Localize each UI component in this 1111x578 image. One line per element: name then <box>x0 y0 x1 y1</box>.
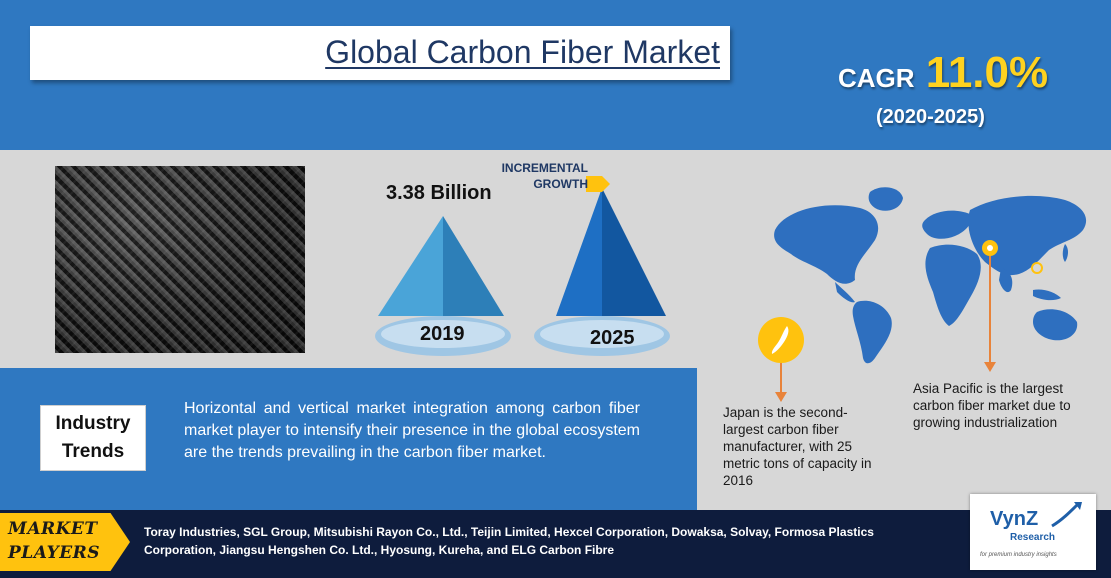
market-players-line1: MARKET <box>8 519 98 539</box>
label-2025: 2025 <box>590 327 635 349</box>
players-bar <box>0 510 1111 578</box>
pyramid-2025-right <box>602 188 666 316</box>
cagr-value: 11.0% <box>925 48 1049 97</box>
incremental-line2: GROWTH <box>533 177 588 191</box>
value-2019: 3.38 Billion <box>386 182 492 204</box>
logo-subtitle: Research <box>1010 532 1056 543</box>
incremental-line1: INCREMENTAL <box>501 161 588 175</box>
pyramid-2019-right <box>443 216 504 316</box>
label-2019: 2019 <box>420 323 465 345</box>
asia-note: Asia Pacific is the largest carbon fiber… <box>913 381 1071 430</box>
page-title: Global Carbon Fiber Market <box>325 34 720 70</box>
world-map <box>774 187 1087 370</box>
players-list: Toray Industries, SGL Group, Mitsubishi … <box>144 525 874 557</box>
trends-text: Horizontal and vertical market integrati… <box>184 400 640 461</box>
market-players-line2: PLAYERS <box>8 543 101 563</box>
trends-box-line2: Trends <box>61 441 125 462</box>
pyramid-2019-left <box>378 216 443 316</box>
market-players-label: MARKET PLAYERS <box>8 517 100 565</box>
japan-note: Japan is the second-largest carbon fiber… <box>723 405 872 488</box>
trends-box-line1: Industry <box>55 413 131 434</box>
logo-name: VynZ <box>990 508 1039 530</box>
cagr-period: (2020-2025) <box>876 106 985 128</box>
asia-arrow-icon <box>984 362 996 372</box>
japan-badge <box>758 317 804 402</box>
cagr-label: CAGR <box>838 63 915 93</box>
title-box: Global Carbon Fiber Market <box>30 26 730 80</box>
growth-arrow-icon <box>586 176 610 192</box>
cagr-headline: CAGR 11.0% <box>838 48 1048 98</box>
incremental-growth-label: INCREMENTAL GROWTH <box>500 160 588 192</box>
carbon-fiber-image <box>55 166 305 353</box>
pyramid-graphic <box>375 176 670 356</box>
pyramid-2025-left <box>556 188 602 316</box>
japan-marker-icon <box>1031 262 1043 274</box>
logo-tagline: for premium industry insights <box>980 552 1057 558</box>
logo-swoosh-icon <box>1051 502 1082 528</box>
japan-arrow-icon <box>775 392 787 402</box>
japan-silhouette-icon <box>771 326 789 354</box>
market-players-tab <box>0 513 130 571</box>
asia-pin-icon <box>982 240 998 370</box>
asia-arrow <box>984 362 996 372</box>
vynz-logo: VynZ Research for premium industry insig… <box>970 494 1096 570</box>
industry-trends-box: Industry Trends <box>40 405 146 471</box>
